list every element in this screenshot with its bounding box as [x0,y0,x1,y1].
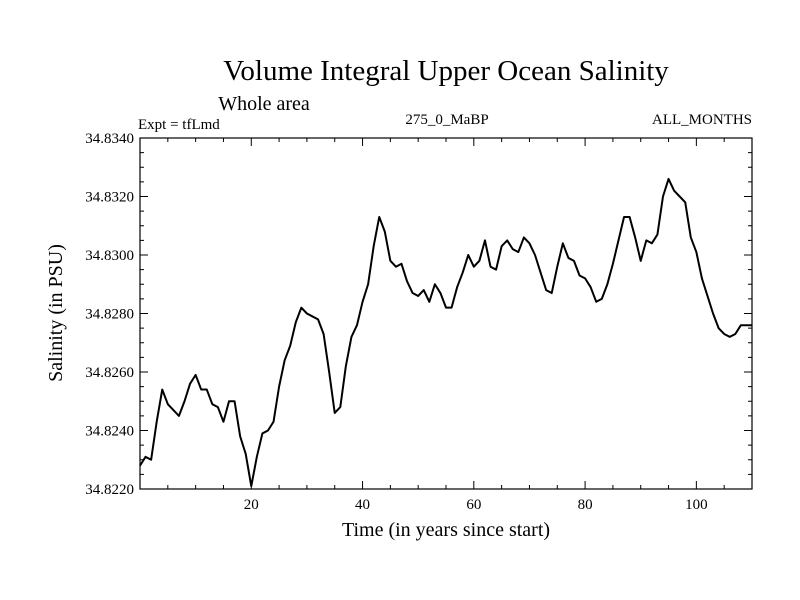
series-line-salinity [139,177,752,488]
x-tick-label: 80 [578,497,593,513]
y-tick-label: 34.8220 [85,482,134,498]
y-tick-label: 34.8320 [85,190,134,206]
x-axis-ticks: 20 40 60 80 100 [167,138,725,513]
x-axis-label: Time (in years since start) [342,519,550,541]
months-label: ALL_MONTHS [652,112,752,128]
plot-frame [139,137,753,490]
series-group [139,177,752,488]
chart-title: Volume Integral Upper Ocean Salinity [223,55,669,87]
y-tick-label: 34.8280 [85,307,134,323]
y-axis-ticks: 34.8220 34.8240 34.8260 34.8280 34.8300 34.83… [85,131,752,498]
x-tick-label: 40 [355,497,370,513]
y-tick-label: 34.8300 [85,248,134,264]
y-tick-label: 34.8340 [85,131,134,147]
y-tick-label: 34.8260 [85,365,134,381]
x-tick-label: 20 [244,497,259,513]
x-tick-label: 100 [685,497,708,513]
x-tick-label: 60 [466,497,481,513]
period-label: 275_0_MaBP [405,112,488,128]
y-axis-label: Salinity (in PSU) [45,244,67,382]
chart-subtitle: Whole area [218,93,310,115]
y-tick-label: 34.8240 [85,424,134,440]
experiment-label: Expt = tfLmd [138,117,220,133]
